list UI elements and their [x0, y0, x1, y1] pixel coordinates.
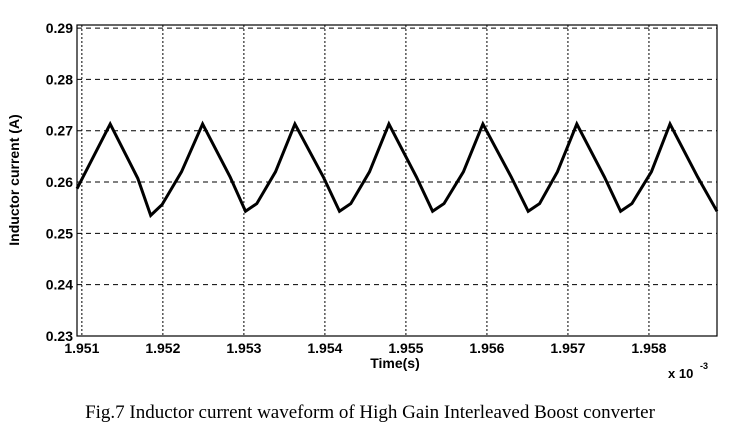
y-tick-label: 0.24: [46, 277, 73, 293]
y-tick-label: 0.29: [46, 20, 73, 36]
series-line-inductor-current: [75, 120, 719, 219]
grid: [77, 25, 717, 337]
x-tick-label: 1.956: [469, 340, 504, 356]
x-tick-label: 1.953: [226, 340, 261, 356]
x-tick-label: 1.954: [307, 340, 342, 356]
y-tick-label: 0.25: [46, 225, 73, 241]
x-tick-label: 1.955: [388, 340, 423, 356]
y-tick-label: 0.26: [46, 174, 73, 190]
plot-frame: [76, 24, 718, 337]
x-tick-label: 1.957: [550, 340, 585, 356]
y-tick-label: 0.27: [46, 123, 73, 139]
y-tick-label: 0.28: [46, 71, 73, 87]
x-tick-label: 1.951: [64, 340, 99, 356]
x-tick-label: 1.952: [145, 340, 180, 356]
x-tick-label: 1.958: [631, 340, 666, 356]
x-axis-label: Time(s): [370, 355, 420, 371]
y-tick-labels: 0.23 0.24 0.25 0.26 0.27 0.28 0.29: [46, 20, 73, 344]
figure-caption: Fig.7 Inductor current waveform of High …: [85, 402, 655, 423]
y-axis-label: Inductor current (A): [6, 114, 22, 245]
x-multiplier-exponent: -3: [700, 361, 708, 371]
y-tick-label: 0.23: [46, 328, 73, 344]
x-multiplier: x 10: [668, 366, 693, 381]
x-tick-labels: 1.951 1.952 1.953 1.954 1.955 1.956 1.957 1.958: [64, 340, 666, 356]
